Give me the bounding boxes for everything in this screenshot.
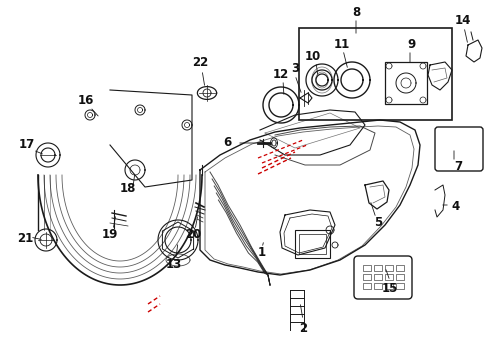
Bar	[384, 274, 392, 280]
Bar	[298, 28, 451, 120]
Text: 17: 17	[19, 139, 35, 152]
Bar	[395, 283, 403, 289]
Bar	[294, 230, 329, 258]
Bar	[384, 265, 392, 271]
Bar	[362, 265, 370, 271]
Bar	[362, 274, 370, 280]
Text: 4: 4	[451, 201, 459, 213]
Bar	[384, 62, 426, 104]
Bar	[395, 274, 403, 280]
Text: 11: 11	[333, 37, 349, 50]
Text: 13: 13	[165, 258, 182, 271]
Text: 3: 3	[290, 62, 299, 75]
Bar	[395, 265, 403, 271]
Text: 18: 18	[120, 181, 136, 194]
Text: 7: 7	[453, 161, 461, 174]
Text: 14: 14	[454, 13, 470, 27]
Text: 8: 8	[351, 5, 359, 18]
Text: 10: 10	[304, 50, 321, 63]
Bar	[298, 234, 325, 254]
Bar	[362, 283, 370, 289]
Bar	[373, 265, 381, 271]
Text: 15: 15	[381, 282, 397, 294]
Text: 1: 1	[257, 246, 265, 258]
Text: 21: 21	[17, 231, 33, 244]
Text: 19: 19	[102, 228, 118, 240]
Text: 9: 9	[406, 37, 414, 50]
Text: 5: 5	[373, 216, 381, 229]
Bar	[373, 274, 381, 280]
Text: 2: 2	[298, 321, 306, 334]
Text: 16: 16	[78, 94, 94, 108]
Bar	[384, 283, 392, 289]
Text: 20: 20	[184, 229, 201, 242]
Text: 22: 22	[191, 57, 208, 69]
Text: 6: 6	[223, 136, 231, 149]
Bar	[373, 283, 381, 289]
Text: 12: 12	[272, 68, 288, 81]
